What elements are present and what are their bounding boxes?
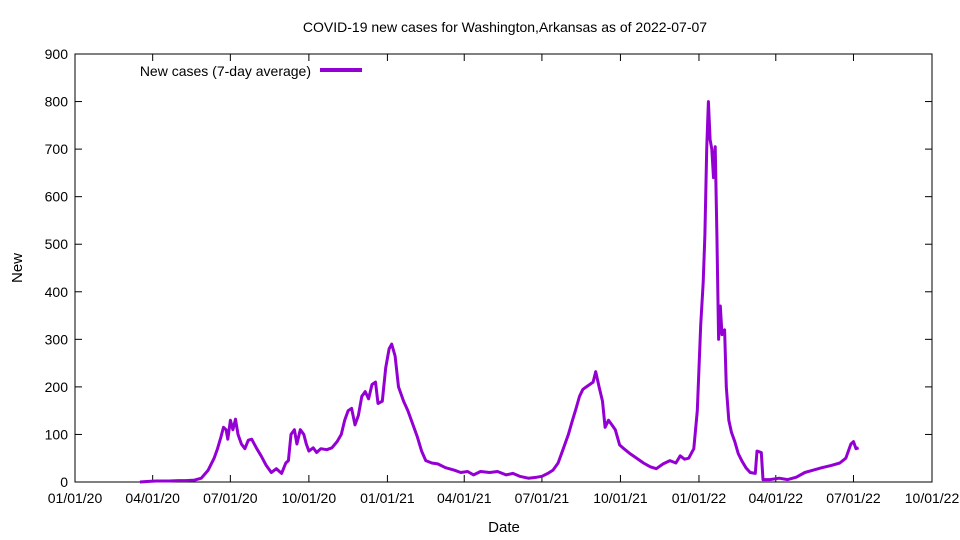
legend-label: New cases (7-day average) — [140, 63, 311, 79]
x-tick-label: 07/01/20 — [203, 490, 258, 506]
y-tick-label: 800 — [45, 94, 69, 110]
x-tick-label: 10/01/20 — [282, 490, 337, 506]
x-axis-ticks: 01/01/20 04/01/20 07/01/20 10/01/20 01/01/21… — [48, 54, 960, 506]
y-tick-label: 700 — [45, 141, 69, 157]
x-tick-label: 01/01/22 — [672, 490, 727, 506]
x-tick-label: 07/01/22 — [826, 490, 881, 506]
x-tick-label: 01/01/20 — [48, 490, 103, 506]
x-tick-label: 01/01/21 — [360, 490, 415, 506]
y-tick-label: 600 — [45, 189, 69, 205]
y-tick-label: 500 — [45, 236, 69, 252]
plot-frame — [74, 53, 933, 483]
plot-axes — [74, 53, 933, 483]
legend: New cases (7-day average) — [140, 63, 362, 79]
x-tick-label: 04/01/21 — [437, 490, 492, 506]
y-tick-label: 200 — [45, 379, 69, 395]
x-tick-label: 10/01/22 — [905, 490, 960, 506]
series-layer — [139, 100, 860, 484]
y-tick-label: 300 — [45, 331, 69, 347]
x-tick-label: 04/01/20 — [125, 490, 180, 506]
x-axis-title: Date — [488, 519, 520, 536]
y-axis-title: New — [9, 253, 26, 283]
x-tick-label: 04/01/22 — [749, 490, 804, 506]
x-tick-label: 10/01/21 — [593, 490, 648, 506]
y-tick-label: 400 — [45, 284, 69, 300]
y-axis-ticks: 0 100 200 300 400 500 600 700 800 900 — [45, 46, 932, 490]
y-tick-label: 0 — [60, 474, 68, 490]
x-tick-label: 07/01/21 — [515, 490, 570, 506]
chart-title: COVID-19 new cases for Washington,Arkans… — [303, 19, 707, 35]
y-tick-label: 900 — [45, 46, 69, 62]
y-tick-label: 100 — [45, 426, 69, 442]
series-line — [139, 100, 860, 484]
